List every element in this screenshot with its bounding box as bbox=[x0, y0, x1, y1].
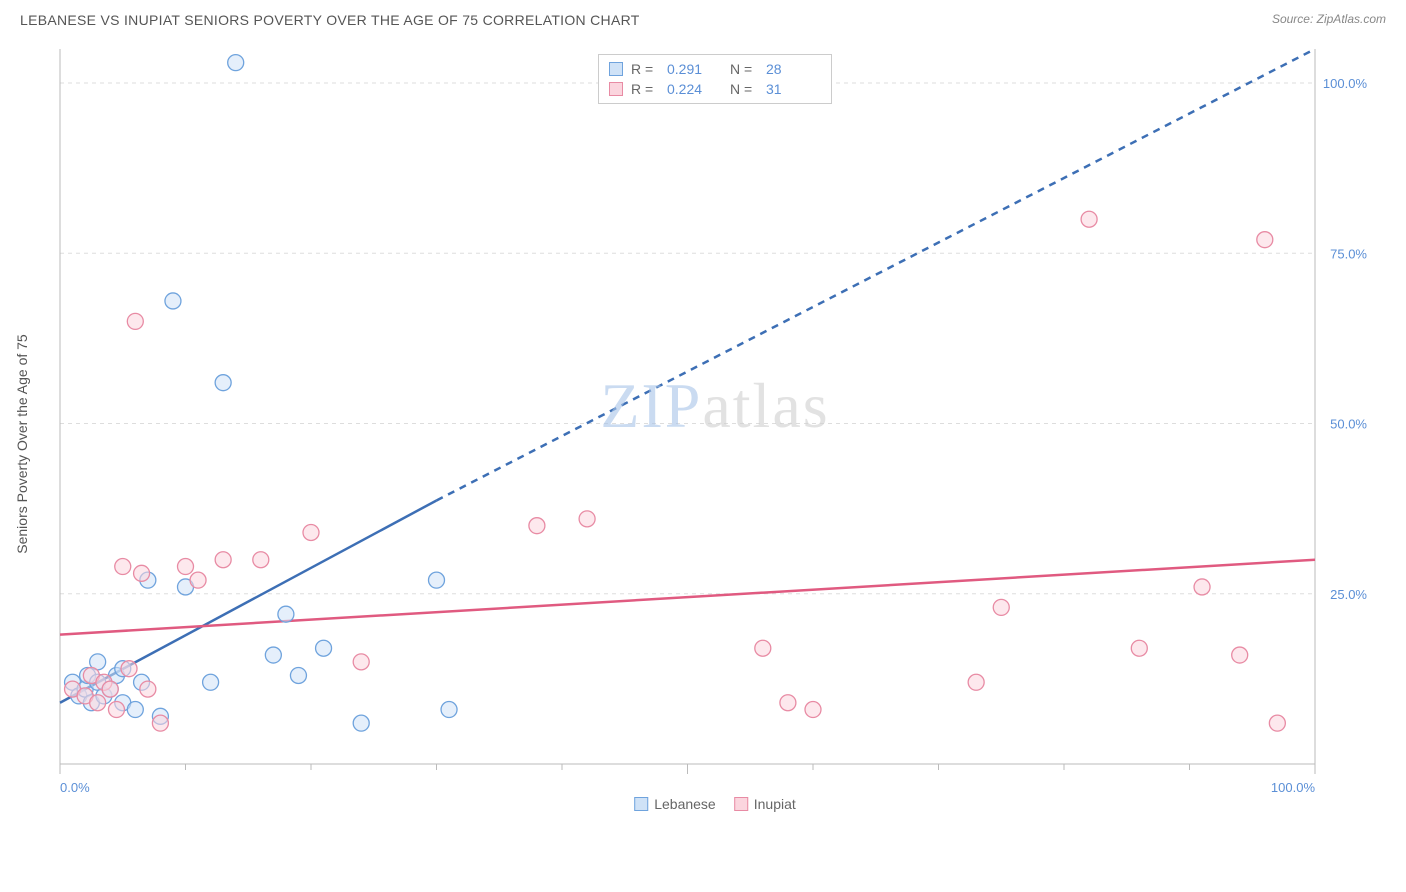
data-point bbox=[316, 640, 332, 656]
legend-stats-row: R = 0.224 N = 31 bbox=[609, 79, 821, 99]
data-point bbox=[303, 524, 319, 540]
data-point bbox=[278, 606, 294, 622]
chart-container: Seniors Poverty Over the Age of 75 25.0%… bbox=[0, 34, 1406, 854]
data-point bbox=[165, 293, 181, 309]
data-point bbox=[108, 702, 124, 718]
data-point bbox=[968, 674, 984, 690]
data-point bbox=[121, 661, 137, 677]
trend-line-dashed bbox=[437, 49, 1316, 500]
legend-swatch-lebanese bbox=[609, 62, 623, 76]
data-point bbox=[290, 667, 306, 683]
y-tick-label: 75.0% bbox=[1330, 246, 1367, 261]
x-tick-label: 100.0% bbox=[1271, 780, 1316, 795]
data-point bbox=[115, 559, 131, 575]
scatter-plot-svg: 25.0% 50.0% 75.0% 100.0% 0.0% 100.0% bbox=[55, 44, 1375, 814]
legend-series: Lebanese Inupiat bbox=[634, 796, 796, 812]
source-credit: Source: ZipAtlas.com bbox=[1272, 12, 1386, 28]
data-point bbox=[190, 572, 206, 588]
legend-item-inupiat: Inupiat bbox=[734, 796, 796, 812]
plot-area: 25.0%50.0%75.0%100.0%0.0%100.0% ZIPatlas… bbox=[55, 44, 1375, 814]
data-point bbox=[90, 695, 106, 711]
data-point bbox=[1257, 232, 1273, 248]
data-point bbox=[1269, 715, 1285, 731]
data-point bbox=[102, 681, 118, 697]
data-point bbox=[1131, 640, 1147, 656]
legend-stats: R = 0.291 N = 28 R = 0.224 N = 31 bbox=[598, 54, 832, 104]
data-point bbox=[353, 654, 369, 670]
y-tick-label: 100.0% bbox=[1323, 76, 1368, 91]
data-point bbox=[152, 715, 168, 731]
data-point bbox=[228, 55, 244, 71]
legend-swatch-inupiat bbox=[609, 82, 623, 96]
data-point bbox=[178, 559, 194, 575]
data-point bbox=[265, 647, 281, 663]
data-point bbox=[253, 552, 269, 568]
data-point bbox=[780, 695, 796, 711]
data-point bbox=[353, 715, 369, 731]
legend-swatch-inupiat bbox=[734, 797, 748, 811]
data-point bbox=[134, 565, 150, 581]
data-point bbox=[127, 702, 143, 718]
data-point bbox=[993, 599, 1009, 615]
data-point bbox=[1081, 211, 1097, 227]
legend-stats-row: R = 0.291 N = 28 bbox=[609, 59, 821, 79]
data-point bbox=[529, 518, 545, 534]
y-tick-label: 25.0% bbox=[1330, 587, 1367, 602]
data-point bbox=[127, 313, 143, 329]
data-point bbox=[441, 702, 457, 718]
data-point bbox=[805, 702, 821, 718]
x-tick-label: 0.0% bbox=[60, 780, 90, 795]
data-point bbox=[1194, 579, 1210, 595]
data-point bbox=[215, 552, 231, 568]
trend-line bbox=[60, 560, 1315, 635]
legend-swatch-lebanese bbox=[634, 797, 648, 811]
data-point bbox=[429, 572, 445, 588]
data-point bbox=[579, 511, 595, 527]
chart-title: LEBANESE VS INUPIAT SENIORS POVERTY OVER… bbox=[20, 12, 640, 28]
data-point bbox=[755, 640, 771, 656]
data-point bbox=[1232, 647, 1248, 663]
data-point bbox=[203, 674, 219, 690]
data-point bbox=[140, 681, 156, 697]
header: LEBANESE VS INUPIAT SENIORS POVERTY OVER… bbox=[0, 0, 1406, 34]
legend-item-lebanese: Lebanese bbox=[634, 796, 716, 812]
y-tick-label: 50.0% bbox=[1330, 417, 1367, 432]
y-axis-label: Seniors Poverty Over the Age of 75 bbox=[14, 334, 30, 553]
data-point bbox=[215, 375, 231, 391]
